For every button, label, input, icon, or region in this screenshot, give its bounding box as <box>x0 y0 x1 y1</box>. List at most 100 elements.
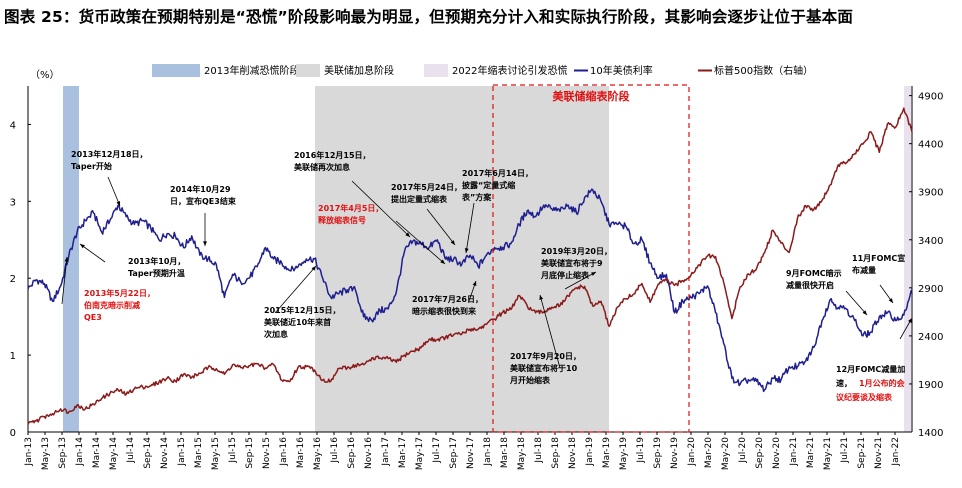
x-tick-label-35: May-19 <box>619 437 629 470</box>
x-tick-label-39: Jan-20 <box>687 437 697 467</box>
legend-label-3: 10年美债利率 <box>590 64 653 77</box>
annotation-arrow-5 <box>395 220 446 265</box>
y2-tick-label-4400: 4400 <box>918 140 943 151</box>
annotation-5-line0: 2017年4月5日， <box>318 203 383 213</box>
chart-title: 图表 25：货币政策在预期特别是“恐慌”阶段影响最为明显，但预期充分计入和实际执… <box>4 8 854 26</box>
x-tick-label-13: Sep-15 <box>245 437 255 469</box>
annotation-9-line1: 暗示缩表很快到来 <box>412 306 477 316</box>
annotation-3-line2: QE3 <box>84 313 102 322</box>
x-tick-label-28: Mar-18 <box>500 437 510 468</box>
annotation-arrow-3 <box>61 256 68 305</box>
y-tick-label-0: 0 <box>10 428 16 439</box>
annotation-13-line1: 布减量 <box>851 265 876 275</box>
y-tick-label-4: 4 <box>10 120 16 131</box>
series-line-1 <box>27 107 913 425</box>
annotation-4-line1: 美联储再次加息 <box>294 162 350 172</box>
annotation-2-line0: 2013年10月， <box>128 256 185 266</box>
legend-swatch-2 <box>424 64 448 77</box>
y2-tick-label-2400: 2400 <box>918 332 943 343</box>
x-tick-label-43: Sep-20 <box>755 437 765 469</box>
annotation-5-line1: 释放缩表信号 <box>318 215 366 225</box>
annotation-15-line0: 速， <box>836 378 852 388</box>
x-tick-label-8: Nov-14 <box>160 437 170 469</box>
x-tick-label-16: Mar-16 <box>296 437 306 468</box>
x-tick-label-18: Jul-16 <box>330 437 340 464</box>
x-tick-label-27: Jan-18 <box>483 437 493 467</box>
x-tick-label-37: Sep-19 <box>653 437 663 469</box>
x-tick-label-24: Jul-17 <box>432 437 442 464</box>
y-tick-label-3: 3 <box>10 197 16 208</box>
annotation-0-line0: 2013年12月18日， <box>71 149 148 159</box>
annotation-arrowhead-1 <box>203 241 207 246</box>
annotation-arrowhead-5 <box>440 259 445 264</box>
x-tick-label-44: Nov-20 <box>772 437 782 469</box>
annotation-7-line2: 表”方案 <box>461 192 492 202</box>
annotation-arrow-0 <box>107 176 121 207</box>
y2-tick-label-4900: 4900 <box>918 92 943 103</box>
x-tick-label-50: Nov-21 <box>874 437 884 469</box>
annotation-13-line0: 11月FOMC宣 <box>852 253 905 263</box>
annotation-arrowhead-0 <box>116 201 121 206</box>
x-tick-label-26: Nov-17 <box>466 437 476 469</box>
annotation-arrow-12 <box>845 290 868 316</box>
annotation-1-line1: 日，宣布QE3结束 <box>170 196 237 206</box>
x-tick-label-7: Sep-14 <box>143 437 153 469</box>
annotation-arrowhead-12 <box>862 310 867 315</box>
annotation-10-line2: 月底停止缩表 <box>540 270 590 280</box>
annotation-11-line2: 月开始缩表 <box>509 375 551 385</box>
x-tick-label-21: Jan-17 <box>381 437 391 467</box>
x-tick-label-42: Jul-20 <box>738 437 748 464</box>
annotation-3-line1: 伯南克暗示削减 <box>84 300 140 310</box>
dashed-box-label: 美联储缩表阶段 <box>553 89 630 103</box>
annotation-12-line1: 减量很快开启 <box>786 280 834 290</box>
annotation-6-line0: 2017年5月24日， <box>391 182 462 192</box>
annotation-16-line0: 1月公布的会 <box>859 378 905 388</box>
legend-label-1: 美联储加息阶段 <box>324 64 394 77</box>
x-tick-label-36: Jul-19 <box>636 437 646 464</box>
x-tick-label-15: Jan-16 <box>279 437 289 467</box>
x-tick-label-32: Nov-18 <box>568 437 578 469</box>
annotation-11-line0: 2017年9月20日， <box>510 351 581 361</box>
annotation-arrowhead-10 <box>591 272 596 276</box>
annotation-arrow-8 <box>274 265 317 314</box>
x-tick-label-41: May-20 <box>721 437 731 470</box>
x-tick-label-45: Jan-21 <box>789 437 799 467</box>
x-tick-label-23: May-17 <box>415 437 425 470</box>
annotation-10-line1: 美联储宣布将于9 <box>541 258 603 268</box>
annotation-1-line0: 2014年10月29 <box>170 184 231 194</box>
annotation-arrowhead-6 <box>450 240 455 245</box>
x-tick-label-2: Sep-13 <box>58 437 68 469</box>
x-tick-label-9: Jan-15 <box>177 437 187 467</box>
legend-label-0: 2013年削减恐慌阶段 <box>204 64 299 77</box>
annotation-arrow-7 <box>465 202 475 254</box>
annotation-0-line1: Taper开始 <box>71 161 112 171</box>
x-tick-label-12: Jul-15 <box>228 437 238 464</box>
shaded-period-0 <box>63 86 79 432</box>
annotation-arrow-10 <box>564 271 597 290</box>
x-tick-label-20: Nov-16 <box>364 437 374 469</box>
annotation-14-line0: 12月FOMC减量加 <box>836 364 905 374</box>
x-tick-label-14: Nov-15 <box>262 437 272 469</box>
annotation-arrowhead-9 <box>472 281 477 286</box>
x-tick-label-22: Mar-17 <box>398 437 408 468</box>
annotation-2-line1: Taper预期升温 <box>128 268 185 278</box>
annotation-8-line0: 2015年12月15日， <box>264 305 341 315</box>
x-tick-label-11: May-15 <box>211 437 221 470</box>
annotation-arrowhead-4 <box>405 232 410 237</box>
x-tick-label-46: Mar-21 <box>806 437 816 468</box>
y2-tick-label-2900: 2900 <box>918 284 943 295</box>
legend-swatch-1 <box>296 64 320 77</box>
annotation-arrowhead-7 <box>464 248 469 253</box>
shaded-period-2 <box>904 86 911 432</box>
annotation-6-line1: 提出定量式缩表 <box>391 194 448 204</box>
annotation-arrow-6 <box>426 208 456 246</box>
x-tick-label-17: May-16 <box>313 437 323 470</box>
annotation-11-line1: 美联储宣布将于10 <box>510 363 578 373</box>
x-tick-label-47: May-21 <box>823 437 833 470</box>
x-tick-label-5: May-14 <box>109 437 119 470</box>
x-tick-label-31: Sep-18 <box>551 437 561 469</box>
legend-label-4: 标普500指数（右轴） <box>714 64 813 77</box>
y2-tick-label-1400: 1400 <box>918 428 943 439</box>
annotation-10-line0: 2019年3月20日， <box>541 246 612 256</box>
